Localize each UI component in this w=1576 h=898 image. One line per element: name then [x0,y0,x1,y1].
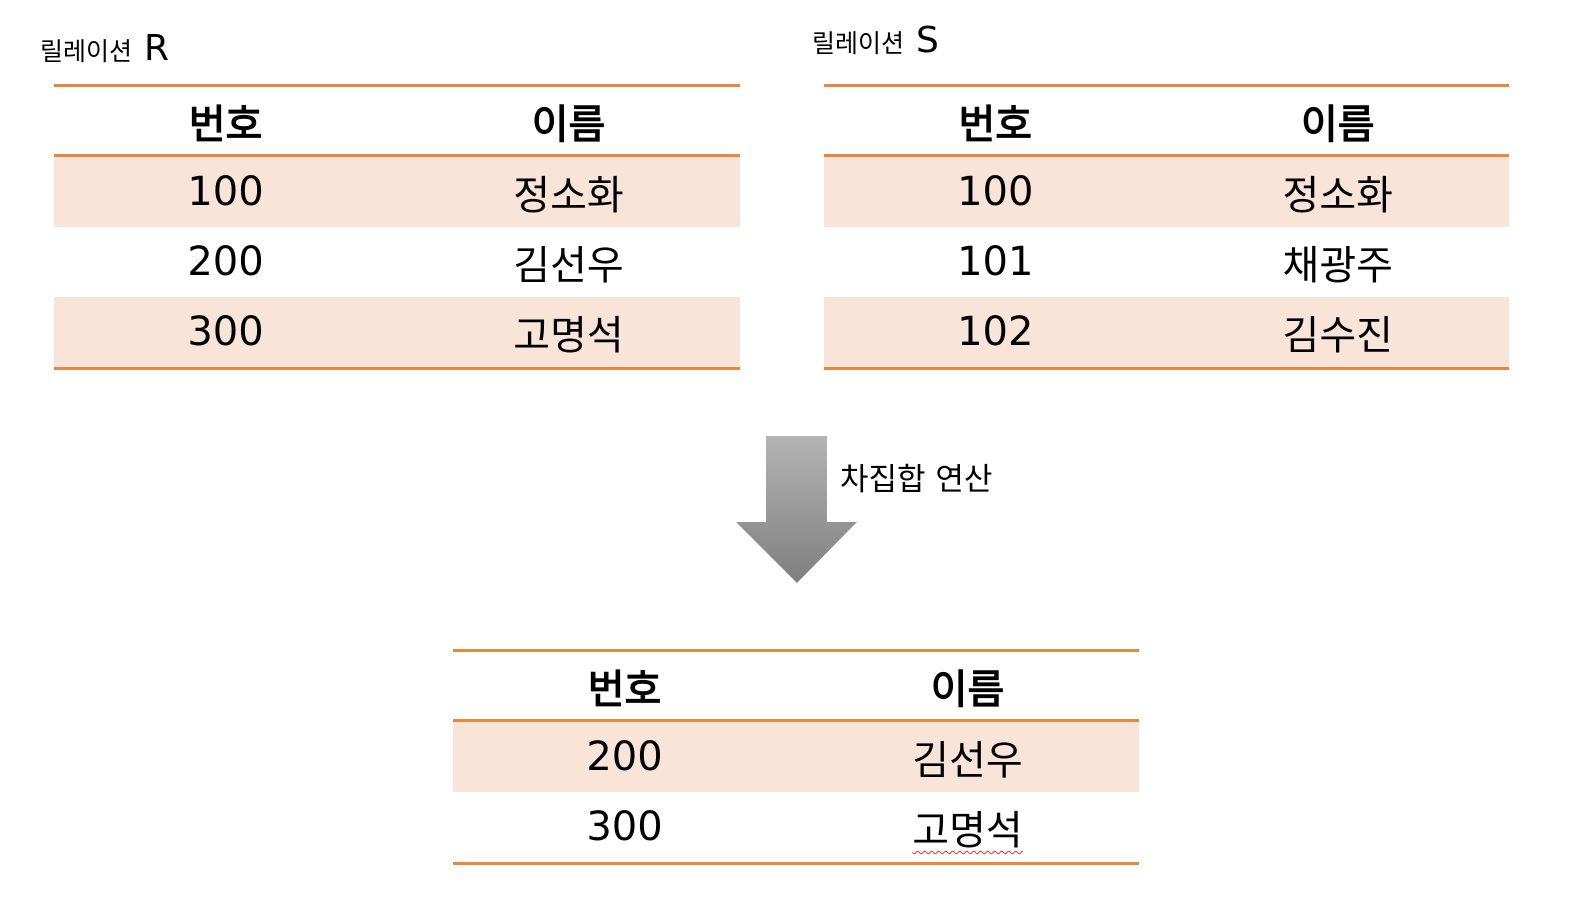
operation-label: 차집합 연산 [840,462,993,498]
table-row: 100 정소화 [824,155,1509,227]
column-header-name: 이름 [796,650,1139,722]
relation-s-table: 번호 이름 100 정소화 101 채광주 102 김수진 [824,84,1509,370]
column-header-name: 이름 [1166,85,1509,157]
cell-number: 102 [824,297,1167,369]
column-header-number: 번호 [453,650,796,722]
table-row: 100 정소화 [54,155,740,227]
cell-name: 고명석 [397,297,740,369]
relation-r-caption-text: 릴레이션 [40,37,133,66]
down-arrow-icon [736,436,857,583]
table-row: 101 채광주 [824,227,1509,297]
relation-r-caption: 릴레이션 R [40,28,169,69]
relation-r-table: 번호 이름 100 정소화 200 김선우 300 고명석 [54,84,740,370]
relation-s-caption: 릴레이션 S [812,20,939,61]
cell-name: 고명석 [796,792,1139,864]
column-header-name: 이름 [397,85,740,157]
cell-number: 100 [824,155,1167,227]
cell-name: 정소화 [1166,155,1509,227]
cell-number: 300 [586,804,663,850]
result-table: 번호 이름 200 김선우 300 고명석 [453,649,1139,865]
column-header-number: 번호 [54,85,397,157]
column-header-number: 번호 [824,85,1167,157]
table-row: 300 고명석 [453,792,1139,864]
cell-number: 101 [957,239,1034,285]
cell-name: 정소화 [397,155,740,227]
table-row: 102 김수진 [824,297,1509,369]
cell-number: 200 [187,239,264,285]
cell-name: 채광주 [1282,243,1393,289]
header-row: 번호 이름 [54,85,740,157]
header-row: 번호 이름 [824,85,1509,157]
table-row: 200 김선우 [453,720,1139,792]
cell-number: 200 [453,720,796,792]
table-row: 300 고명석 [54,297,740,369]
relation-s-letter: S [916,20,939,61]
spellcheck-underlined-text: 고명석 [912,808,1023,854]
cell-name: 김선우 [796,720,1139,792]
header-row: 번호 이름 [453,650,1139,722]
relation-s-caption-text: 릴레이션 [812,29,905,58]
table-row: 200 김선우 [54,227,740,297]
cell-name: 김선우 [513,243,624,289]
relation-r-letter: R [144,28,170,69]
cell-number: 300 [54,297,397,369]
cell-number: 100 [54,155,397,227]
cell-name: 김수진 [1166,297,1509,369]
